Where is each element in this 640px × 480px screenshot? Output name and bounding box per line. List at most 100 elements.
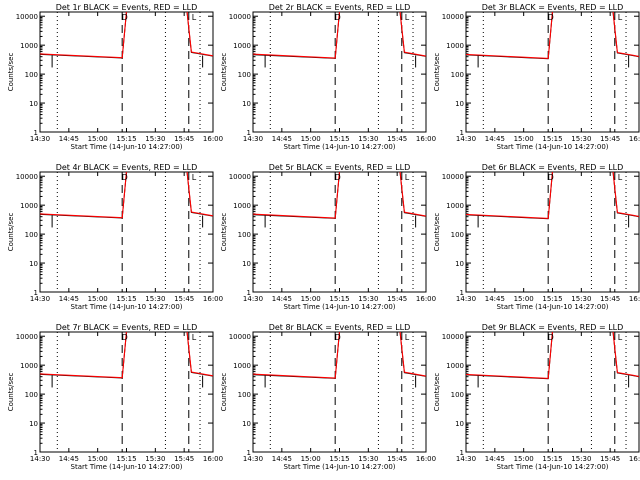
x-tick-label: 15:15 <box>542 455 562 463</box>
attenuator-marker: D <box>122 333 128 342</box>
x-tick-label: 15:30 <box>145 455 165 463</box>
y-tick-label: 10 <box>242 420 251 428</box>
x-tick-label: 16:00 <box>629 135 640 143</box>
x-tick-label: 15:00 <box>88 135 108 143</box>
attenuator-marker: D <box>335 333 341 342</box>
x-tick-label: 14:30 <box>30 455 50 463</box>
y-axis-label: Counts/sec <box>7 373 15 412</box>
y-tick-label: 10 <box>29 260 38 268</box>
x-tick-label: 15:30 <box>145 135 165 143</box>
y-tick-label: 1000 <box>20 202 38 210</box>
chart-panel-8: Det 8r BLACK = Events, RED = LLD 14:30 14:… <box>220 323 436 471</box>
y-tick-label: 10 <box>29 420 38 428</box>
x-tick-label: 15:30 <box>571 135 591 143</box>
x-tick-label: 15:45 <box>600 455 620 463</box>
y-tick-label: 1000 <box>446 202 464 210</box>
x-axis-label: Start Time (14-Jun-10 14:27:00) <box>284 303 396 311</box>
y-tick-label: 100 <box>451 231 464 239</box>
chart-title: Det 6r BLACK = Events, RED = LLD <box>482 163 624 172</box>
x-tick-label: 14:45 <box>485 455 505 463</box>
y-tick-label: 10 <box>242 260 251 268</box>
attenuator-marker: L <box>618 173 623 182</box>
x-tick-label: 16:00 <box>203 295 223 303</box>
chart-panel-9: Det 9r BLACK = Events, RED = LLD 14:30 14:… <box>433 323 640 471</box>
chart-title: Det 9r BLACK = Events, RED = LLD <box>482 323 624 332</box>
y-tick-label: 10 <box>455 420 464 428</box>
x-tick-label: 14:45 <box>59 455 79 463</box>
x-axis-label: Start Time (14-Jun-10 14:27:00) <box>284 463 396 471</box>
chart-title: Det 5r BLACK = Events, RED = LLD <box>269 163 411 172</box>
y-tick-label: 100 <box>238 391 251 399</box>
y-tick-label: 10000 <box>442 333 464 341</box>
x-tick-label: 16:00 <box>203 455 223 463</box>
x-tick-label: 14:45 <box>272 295 292 303</box>
x-axis-label: Start Time (14-Jun-10 14:27:00) <box>497 463 609 471</box>
y-tick-label: 1 <box>34 449 38 457</box>
series-line-lld <box>40 172 213 219</box>
x-tick-label: 15:30 <box>145 295 165 303</box>
attenuator-marker: L <box>618 13 623 22</box>
x-tick-label: 15:00 <box>88 295 108 303</box>
x-tick-label: 15:15 <box>329 295 349 303</box>
x-tick-label: 15:15 <box>116 295 136 303</box>
attenuator-marker: L <box>192 333 197 342</box>
attenuator-marker: D <box>335 173 341 182</box>
y-tick-label: 1000 <box>20 362 38 370</box>
x-tick-label: 14:45 <box>59 295 79 303</box>
chart-title: Det 2r BLACK = Events, RED = LLD <box>269 3 411 12</box>
y-tick-label: 1000 <box>233 362 251 370</box>
x-tick-label: 14:30 <box>243 295 263 303</box>
y-tick-label: 1 <box>247 129 251 137</box>
x-tick-label: 14:45 <box>272 455 292 463</box>
x-tick-label: 16:00 <box>629 455 640 463</box>
x-tick-label: 14:30 <box>30 135 50 143</box>
chart-panel-1: Det 1r BLACK = Events, RED = LLD 14:30 14:… <box>7 3 223 151</box>
x-tick-label: 15:45 <box>387 295 407 303</box>
x-axis-label: Start Time (14-Jun-10 14:27:00) <box>497 143 609 151</box>
chart-panel-7: Det 7r BLACK = Events, RED = LLD 14:30 14:… <box>7 323 223 471</box>
x-tick-label: 14:45 <box>272 135 292 143</box>
plot-frame <box>39 11 214 133</box>
x-tick-label: 15:45 <box>174 295 194 303</box>
y-tick-label: 100 <box>25 391 38 399</box>
x-tick-label: 15:15 <box>329 135 349 143</box>
plot-frame <box>252 331 427 453</box>
y-tick-label: 100 <box>451 391 464 399</box>
chart-panel-5: Det 5r BLACK = Events, RED = LLD 14:30 14:… <box>220 163 436 311</box>
y-tick-label: 10000 <box>229 173 251 181</box>
y-axis-label: Counts/sec <box>220 53 228 92</box>
attenuator-marker: L <box>405 173 410 182</box>
chart-panel-4: Det 4r BLACK = Events, RED = LLD 14:30 14:… <box>7 163 223 311</box>
attenuator-marker: L <box>192 173 197 182</box>
series-line-lld <box>40 12 213 59</box>
x-tick-label: 15:45 <box>600 295 620 303</box>
y-tick-label: 1 <box>460 449 464 457</box>
attenuator-marker: D <box>122 173 128 182</box>
attenuator-marker: D <box>548 333 554 342</box>
plot-frame <box>39 171 214 293</box>
x-tick-label: 15:00 <box>514 295 534 303</box>
x-tick-label: 14:45 <box>485 295 505 303</box>
plot-frame <box>252 11 427 133</box>
y-tick-label: 100 <box>238 71 251 79</box>
series-line-lld <box>253 172 426 219</box>
x-tick-label: 15:00 <box>301 135 321 143</box>
chart-title: Det 4r BLACK = Events, RED = LLD <box>56 163 198 172</box>
y-axis-label: Counts/sec <box>7 213 15 252</box>
plot-frame <box>252 171 427 293</box>
chart-title: Det 7r BLACK = Events, RED = LLD <box>56 323 198 332</box>
y-axis-label: Counts/sec <box>433 53 441 92</box>
x-tick-label: 15:15 <box>116 135 136 143</box>
x-tick-label: 15:00 <box>88 455 108 463</box>
series-line-lld <box>253 12 426 59</box>
x-tick-label: 15:15 <box>542 135 562 143</box>
x-tick-label: 15:30 <box>358 135 378 143</box>
attenuator-marker: D <box>335 13 341 22</box>
chart-title: Det 8r BLACK = Events, RED = LLD <box>269 323 411 332</box>
y-tick-label: 10 <box>455 100 464 108</box>
series-line-lld <box>253 332 426 379</box>
plot-frame <box>465 331 640 453</box>
plot-frame <box>465 11 640 133</box>
x-axis-label: Start Time (14-Jun-10 14:27:00) <box>71 303 183 311</box>
attenuator-marker: D <box>548 13 554 22</box>
